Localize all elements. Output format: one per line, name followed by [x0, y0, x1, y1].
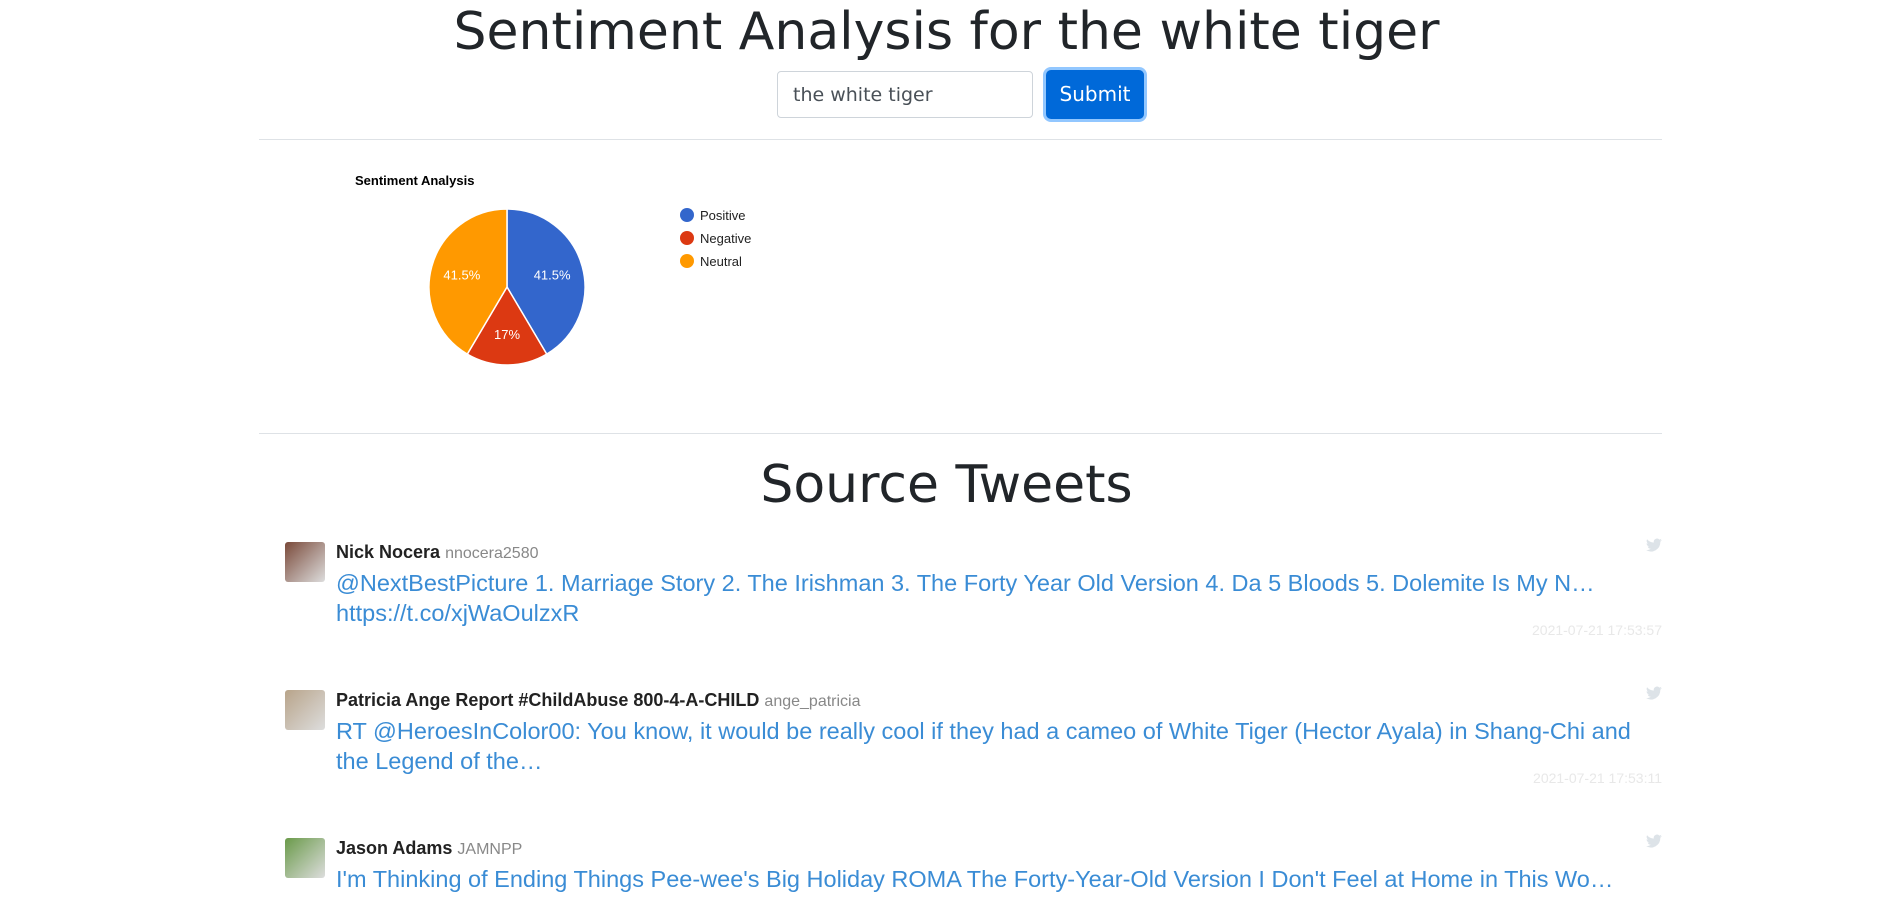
author-handle[interactable]: JAMNPP: [457, 841, 523, 858]
submit-button[interactable]: Submit: [1046, 70, 1144, 119]
slice-label: 41.5%: [443, 268, 480, 283]
tweet-author: Jason Adams JAMNPP: [336, 838, 522, 859]
tweet-date: 2021-07-21 17:53:57: [1532, 622, 1662, 638]
avatar: [285, 542, 325, 582]
page-title: Sentiment Analysis for the white tiger: [453, 2, 1440, 62]
legend-swatch: [680, 208, 694, 222]
divider: [259, 433, 1662, 434]
legend-label: Positive: [700, 208, 746, 223]
tweet-body[interactable]: I'm Thinking of Ending Things Pee-wee's …: [336, 866, 1614, 892]
tweet-text: I'm Thinking of Ending Things Pee-wee's …: [336, 864, 1662, 897]
twitter-bird: [1646, 538, 1662, 552]
pie-slice: [506, 208, 586, 356]
chart-title: Sentiment Analysis: [355, 173, 474, 188]
twitter-bird: [1646, 834, 1662, 848]
slice-label: 17%: [494, 327, 520, 342]
pie-slice: [428, 208, 508, 356]
slice-label: 41.5%: [534, 268, 571, 283]
tweet-body[interactable]: RT @HeroesInColor00: You know, it would …: [336, 718, 1631, 774]
tweet-date: 2021-07-21 17:53:11: [1533, 770, 1662, 786]
author-name[interactable]: Jason Adams: [336, 838, 453, 858]
avatar: [285, 838, 325, 878]
pie-chart: Sentiment Analysis 41.5% 17% 41.5% Positive…: [355, 173, 751, 366]
tweet-body[interactable]: @NextBestPicture 1. Marriage Story 2. Th…: [336, 570, 1595, 596]
author-name[interactable]: Patricia Ange Report #ChildAbuse 800-4-A…: [336, 690, 760, 710]
tweet-author: Patricia Ange Report #ChildAbuse 800-4-A…: [336, 690, 861, 711]
avatar: [285, 690, 325, 730]
author-name[interactable]: Nick Nocera: [336, 542, 441, 562]
legend-label: Neutral: [700, 254, 742, 269]
tweet-link[interactable]: https://t.co/xjWaOulzxR: [336, 600, 580, 626]
twitter-icon[interactable]: [1646, 686, 1662, 700]
twitter-bird: [1646, 686, 1662, 700]
tweet-author: Nick Nocera nnocera2580: [336, 542, 539, 563]
twitter-icon[interactable]: [1646, 538, 1662, 552]
pie-slice: [466, 285, 548, 366]
author-handle[interactable]: ange_patricia: [764, 693, 861, 710]
search-input[interactable]: [777, 71, 1033, 118]
twitter-icon[interactable]: [1646, 834, 1662, 848]
author-handle[interactable]: nnocera2580: [445, 545, 539, 562]
legend-swatch: [680, 231, 694, 245]
tweet-text: RT @HeroesInColor00: You know, it would …: [336, 716, 1662, 776]
legend-label: Negative: [700, 231, 751, 246]
section-title: Source Tweets: [760, 455, 1133, 515]
divider: [259, 139, 1662, 140]
tweet-text: @NextBestPicture 1. Marriage Story 2. Th…: [336, 568, 1662, 628]
legend-swatch: [680, 254, 694, 268]
